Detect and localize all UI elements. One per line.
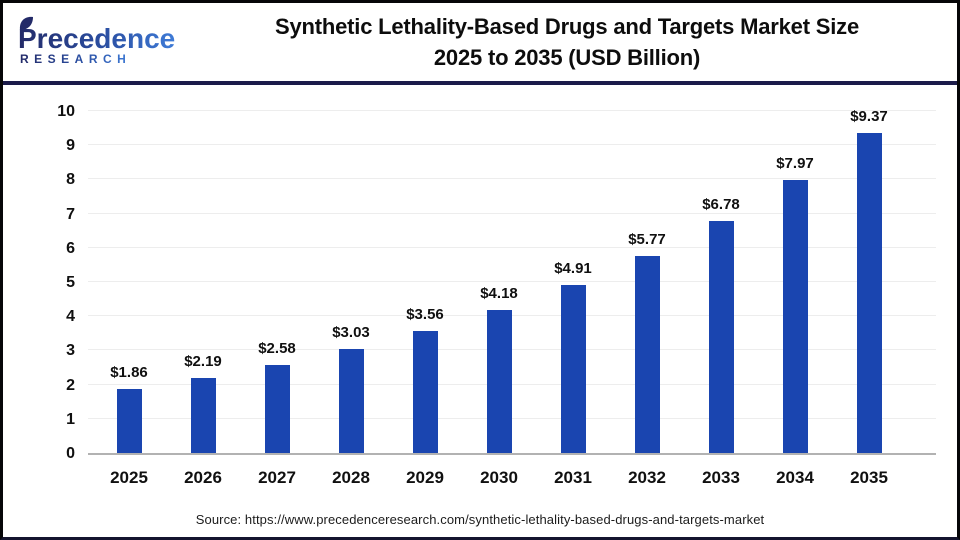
x-axis-tick-label: 2030: [480, 468, 518, 487]
gridline: [88, 212, 936, 214]
x-axis-tick-label: 2026: [184, 468, 222, 487]
gridline: [88, 383, 936, 385]
x-axis-tick-label: 2032: [628, 468, 666, 487]
bar-value-label: $7.97: [776, 155, 814, 173]
logo-wordmark: Precedence: [18, 23, 175, 54]
bar-2034: [782, 180, 808, 453]
bar-2035: [856, 132, 882, 453]
bar-2033: [708, 221, 734, 453]
x-axis-tick-label: 2035: [850, 468, 888, 487]
y-axis-tick-label: 8: [66, 171, 75, 189]
bar-value-label: $4.18: [480, 285, 518, 303]
bar-value-label: $9.37: [850, 107, 888, 125]
gridline: [88, 281, 936, 282]
y-axis-tick-label: 6: [66, 239, 75, 257]
y-axis-tick-label: 1: [66, 410, 75, 428]
gridline: [88, 144, 936, 146]
gridline: [88, 110, 936, 111]
precedence-research-logo: Precedence RESEARCH: [3, 14, 203, 71]
source-text: Source: https://www.precedenceresearch.c…: [195, 512, 765, 527]
bar-value-label: $3.56: [406, 306, 444, 324]
bar-value-label: $1.86: [110, 364, 148, 382]
x-axis-tick-label: 2033: [702, 468, 740, 487]
bar-value-label: $6.78: [702, 196, 740, 214]
gridline: [88, 246, 936, 248]
y-axis-tick-label: 5: [66, 274, 75, 291]
gridline: [88, 417, 936, 419]
bar-2032: [634, 255, 660, 453]
bar-value-label: $2.58: [258, 339, 296, 357]
y-axis-tick-label: 2: [66, 376, 75, 394]
x-axis-tick-label: 2027: [258, 468, 296, 487]
x-axis-tick-label: 2029: [406, 468, 444, 487]
bar-value-label: $3.03: [332, 324, 370, 342]
chart-title: Synthetic Lethality-Based Drugs and Targ…: [203, 11, 957, 73]
header: Precedence RESEARCH Synthetic Lethality-…: [3, 3, 957, 81]
bar-2027: [264, 364, 290, 453]
plot-area: $1.86 $2.19 $2.58 $3.03 $3.56 $4.18 $4.91 $5.77…: [88, 108, 936, 455]
y-axis-tick-label: 7: [66, 205, 75, 223]
gridline: [88, 315, 936, 317]
bar-2029: [412, 331, 438, 453]
logo-subtitle: RESEARCH: [20, 52, 131, 66]
bar-value-label: $2.19: [184, 353, 222, 371]
bar-2028: [338, 349, 364, 453]
bar-value-label: $5.77: [628, 230, 666, 248]
y-axis-tick-label: 0: [66, 445, 75, 462]
y-axis-tick-label: 4: [66, 308, 75, 326]
bar-value-label: $4.91: [554, 260, 592, 278]
bar-2025: [116, 389, 142, 453]
y-axis-tick-label: 10: [57, 103, 75, 120]
x-axis-tick-label: 2034: [776, 468, 814, 487]
chart-title-line2: 2025 to 2035 (USD Billion): [433, 45, 701, 70]
y-axis-tick-label: 3: [66, 342, 75, 360]
bar-2031: [560, 285, 586, 453]
chart-title-line1: Synthetic Lethality-Based Drugs and Targ…: [275, 14, 859, 39]
y-axis-tick-label: 9: [66, 137, 75, 155]
bar-2030: [486, 310, 512, 453]
gridline: [88, 349, 936, 351]
bar-chart: $1.86 $2.19 $2.58 $3.03 $3.56 $4.18 $4.91 $5.77…: [3, 85, 957, 502]
gridline: [88, 178, 936, 180]
x-axis-tick-label: 2028: [332, 468, 370, 487]
footer: Source: https://www.precedenceresearch.c…: [3, 502, 957, 537]
x-axis-tick-label: 2031: [554, 468, 592, 487]
bar-2026: [190, 378, 216, 453]
x-axis-tick-label: 2025: [110, 468, 148, 487]
logo-graphic: Precedence RESEARCH: [18, 16, 175, 66]
leaf-icon: [19, 16, 33, 30]
header-divider: [3, 81, 957, 85]
